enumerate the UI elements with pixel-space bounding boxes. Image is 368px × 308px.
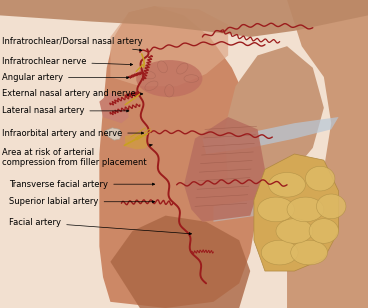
- Ellipse shape: [305, 166, 335, 191]
- Polygon shape: [213, 176, 331, 222]
- Polygon shape: [110, 6, 228, 86]
- Ellipse shape: [291, 240, 328, 265]
- Polygon shape: [224, 46, 324, 191]
- Polygon shape: [99, 92, 129, 123]
- Ellipse shape: [316, 194, 346, 219]
- Text: Infraorbital artery and nerve: Infraorbital artery and nerve: [2, 128, 144, 138]
- Polygon shape: [287, 0, 368, 308]
- Ellipse shape: [261, 240, 298, 265]
- Text: Angular artery: Angular artery: [2, 73, 129, 82]
- Text: Infratrochlear/Dorsal nasal artery: Infratrochlear/Dorsal nasal artery: [2, 37, 142, 51]
- Polygon shape: [0, 0, 368, 37]
- Ellipse shape: [258, 197, 294, 222]
- Text: Superior labial artery: Superior labial artery: [9, 197, 155, 206]
- Polygon shape: [125, 134, 149, 149]
- Ellipse shape: [136, 60, 202, 97]
- Text: Lateral nasal artery: Lateral nasal artery: [2, 106, 129, 116]
- Text: Infratrochlear nerve: Infratrochlear nerve: [2, 57, 132, 66]
- Text: External nasal artery and nerve: External nasal artery and nerve: [2, 89, 143, 99]
- Polygon shape: [105, 128, 121, 140]
- Polygon shape: [202, 117, 339, 154]
- Ellipse shape: [309, 219, 339, 243]
- Text: Transverse facial artery: Transverse facial artery: [9, 180, 155, 189]
- Ellipse shape: [287, 197, 324, 222]
- Polygon shape: [110, 216, 250, 308]
- Text: Area at risk of arterial
compression from filler placement: Area at risk of arterial compression fro…: [2, 144, 152, 167]
- Polygon shape: [184, 117, 265, 222]
- Text: Facial artery: Facial artery: [9, 218, 191, 235]
- Polygon shape: [254, 154, 339, 271]
- Ellipse shape: [276, 219, 313, 243]
- Polygon shape: [99, 6, 258, 308]
- Ellipse shape: [269, 172, 305, 197]
